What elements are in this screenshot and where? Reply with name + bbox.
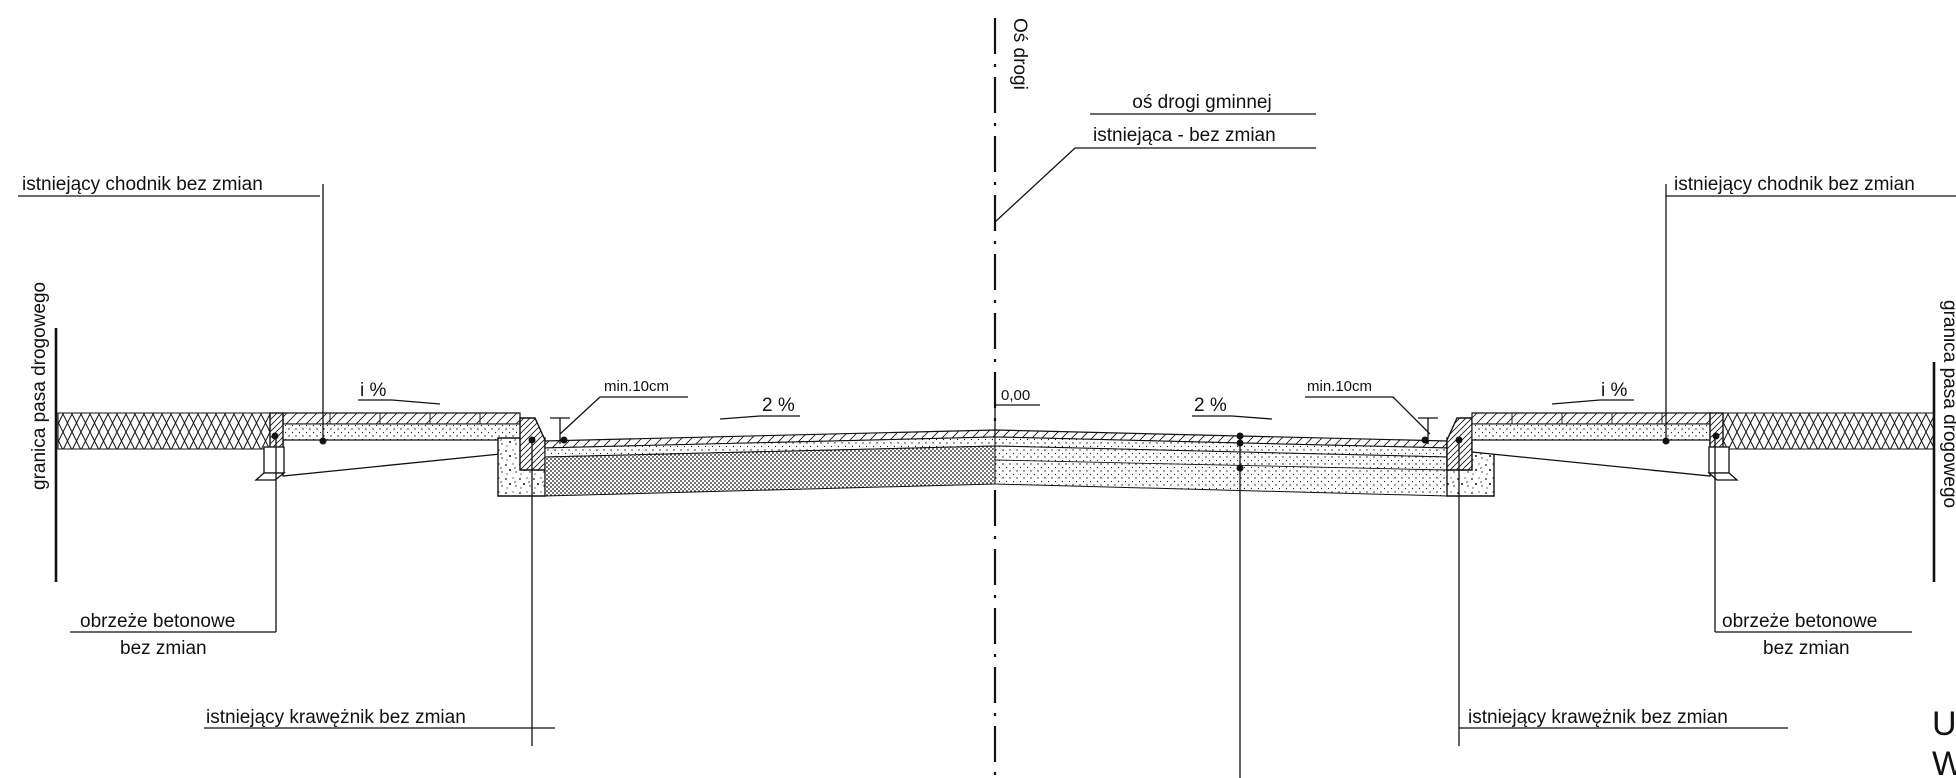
corner-title-line-2: W bbox=[1932, 745, 1956, 778]
right-clearance-label: min.10cm bbox=[1307, 378, 1372, 395]
right-road-slope-label: 2 % bbox=[1194, 395, 1227, 416]
left-sidewalk-callout: istniejący chodnik bez zmian bbox=[18, 174, 327, 445]
right-road-marker bbox=[1236, 432, 1244, 778]
road-axis-label: Oś drogi bbox=[1009, 18, 1030, 90]
left-clearance-label: min.10cm bbox=[604, 378, 669, 395]
elevation-mark: 0,00 bbox=[994, 387, 1040, 430]
right-sidewalk-slope-label: i % bbox=[1601, 380, 1628, 401]
axis-callout: oś drogi gminnej istniejąca - bez zmian bbox=[994, 92, 1316, 223]
right-curb-callout: istniejący krawężnik bez zmian bbox=[1455, 436, 1788, 746]
right-edging-callout: obrzeże betonowe bez zmian bbox=[1712, 432, 1912, 659]
right-edging-label-2: bez zmian bbox=[1763, 638, 1850, 659]
right-sidewalk-slope: i % bbox=[1551, 380, 1634, 405]
left-road-slope-label: 2 % bbox=[762, 395, 795, 416]
right-edging-label-1: obrzeże betonowe bbox=[1722, 611, 1877, 632]
left-sidewalk-slope-label: i % bbox=[360, 380, 387, 401]
axis-callout-line2: istniejąca - bez zmian bbox=[1093, 125, 1276, 146]
roadway bbox=[544, 429, 1448, 497]
right-boundary-label: granica pasa drogowego bbox=[1939, 300, 1956, 508]
left-edging-label-2: bez zmian bbox=[120, 638, 207, 659]
left-edging-callout: obrzeże betonowe bez zmian bbox=[70, 432, 279, 659]
right-edging bbox=[1707, 412, 1739, 481]
left-edging-label-1: obrzeże betonowe bbox=[80, 611, 235, 632]
left-edging bbox=[254, 412, 286, 481]
elevation-value: 0,00 bbox=[1001, 387, 1030, 404]
left-clearance-callout: min.10cm bbox=[550, 378, 688, 444]
left-sidewalk bbox=[282, 412, 521, 477]
soil-left bbox=[57, 412, 277, 450]
right-sidewalk-label: istniejący chodnik bez zmian bbox=[1674, 174, 1915, 195]
corner-title-line-1: U bbox=[1932, 705, 1956, 743]
right-sidewalk bbox=[1471, 412, 1711, 477]
right-clearance-callout: min.10cm bbox=[1305, 378, 1438, 444]
left-road-slope: 2 % bbox=[719, 395, 800, 420]
soil-right bbox=[1715, 412, 1935, 450]
left-boundary-label: granica pasa drogowego bbox=[29, 282, 50, 490]
right-sidewalk-callout: istniejący chodnik bez zmian bbox=[1662, 174, 1956, 445]
left-curb-callout: istniejący krawężnik bez zmian bbox=[204, 436, 555, 746]
right-road-slope: 2 % bbox=[1192, 395, 1273, 420]
left-sidewalk-slope: i % bbox=[358, 380, 441, 405]
left-sidewalk-label: istniejący chodnik bez zmian bbox=[22, 174, 263, 195]
left-boundary-marker: granica pasa drogowego bbox=[29, 282, 58, 582]
right-curb-label: istniejący krawężnik bez zmian bbox=[1468, 707, 1728, 728]
right-boundary-marker: granica pasa drogowego bbox=[1932, 300, 1956, 582]
left-curb-label: istniejący krawężnik bez zmian bbox=[206, 707, 466, 728]
axis-callout-line1: oś drogi gminnej bbox=[1132, 92, 1271, 113]
